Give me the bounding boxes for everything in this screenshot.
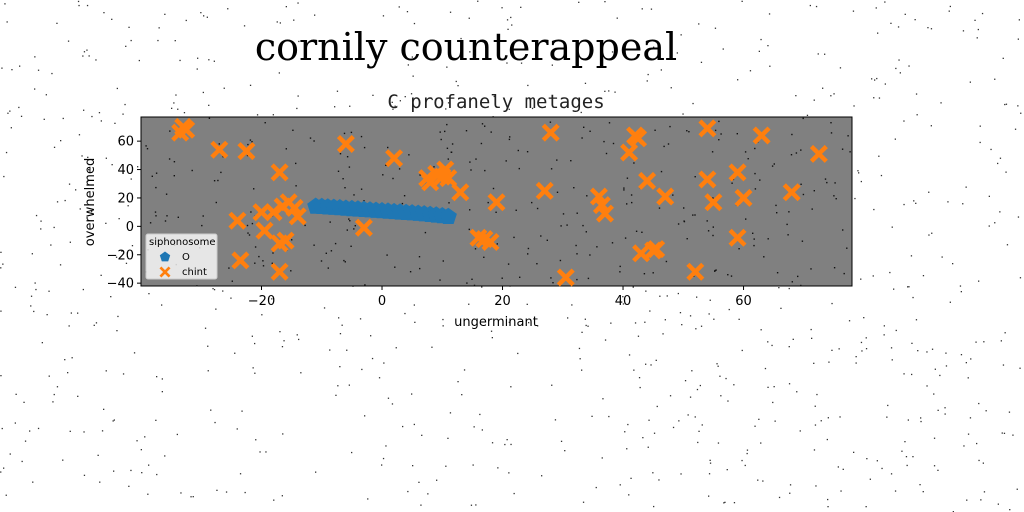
point-chint [647, 240, 666, 259]
legend-marker-o [159, 251, 171, 262]
point-chint [782, 183, 801, 202]
point-chint [734, 188, 753, 207]
point-chint [237, 142, 256, 161]
point-chint [270, 163, 289, 182]
y-tick-label: 40 [117, 163, 134, 178]
point-chint [809, 144, 828, 163]
point-chint [704, 193, 723, 212]
point-chint [596, 204, 614, 223]
point-chint [481, 233, 500, 251]
legend-marker-chint [159, 266, 171, 278]
point-chint [276, 231, 295, 250]
legend-label-o: O [182, 252, 190, 263]
legend-title: siphonosome [149, 237, 215, 248]
y-tick-label: −20 [107, 248, 134, 263]
point-chint [231, 251, 250, 270]
point-chint [656, 187, 675, 206]
x-tick-label: −20 [248, 294, 275, 309]
point-chint [487, 193, 506, 212]
point-chint [210, 140, 229, 159]
y-tick-label: −40 [107, 277, 134, 292]
y-axis-label: overwhelmed [83, 158, 98, 246]
point-chint [535, 181, 554, 200]
x-axis-ticks: −20 0 20 40 60 [248, 286, 752, 309]
point-chint [632, 244, 651, 263]
point-chint [556, 268, 575, 287]
legend-swatch-chint [159, 266, 171, 278]
x-tick-label: 20 [494, 294, 511, 309]
x-tick-label: 40 [615, 294, 632, 309]
point-chint [228, 211, 247, 230]
legend-frame [145, 233, 218, 280]
point-chint [439, 169, 458, 188]
point-chint [451, 183, 470, 202]
legend-swatch-o [159, 251, 171, 262]
point-chint [698, 170, 717, 189]
point-chint [255, 221, 274, 240]
point-chint [638, 171, 657, 190]
point-o [439, 207, 457, 224]
point-chint [264, 203, 283, 222]
x-axis-label: ungerminant [454, 315, 538, 330]
chart-title: C profanely metages [387, 91, 604, 113]
point-chint [270, 262, 289, 281]
point-chint [629, 129, 648, 148]
point-chint [288, 207, 307, 226]
legend: siphonosome O chint [145, 233, 218, 280]
y-tick-label: 60 [117, 135, 134, 150]
point-chint [177, 120, 196, 139]
series-layer [171, 117, 828, 287]
point-chint [728, 228, 747, 247]
legend-label-chint: chint [182, 267, 207, 278]
point-chint [686, 262, 705, 281]
figure-suptitle: cornily counterappeal [255, 25, 677, 69]
x-tick-label: 0 [378, 294, 386, 309]
y-tick-label: 0 [126, 220, 134, 235]
x-tick-label: 60 [735, 294, 752, 309]
point-chint [354, 218, 373, 237]
point-chint [541, 123, 560, 142]
point-chint [752, 126, 771, 145]
point-chint [385, 149, 404, 168]
point-chint [620, 143, 639, 162]
point-chint [698, 119, 717, 138]
point-chint [336, 135, 355, 153]
y-axis-ticks: −40 −20 0 20 40 60 [107, 135, 141, 292]
y-tick-label: 20 [117, 191, 134, 206]
point-chint [728, 163, 747, 182]
